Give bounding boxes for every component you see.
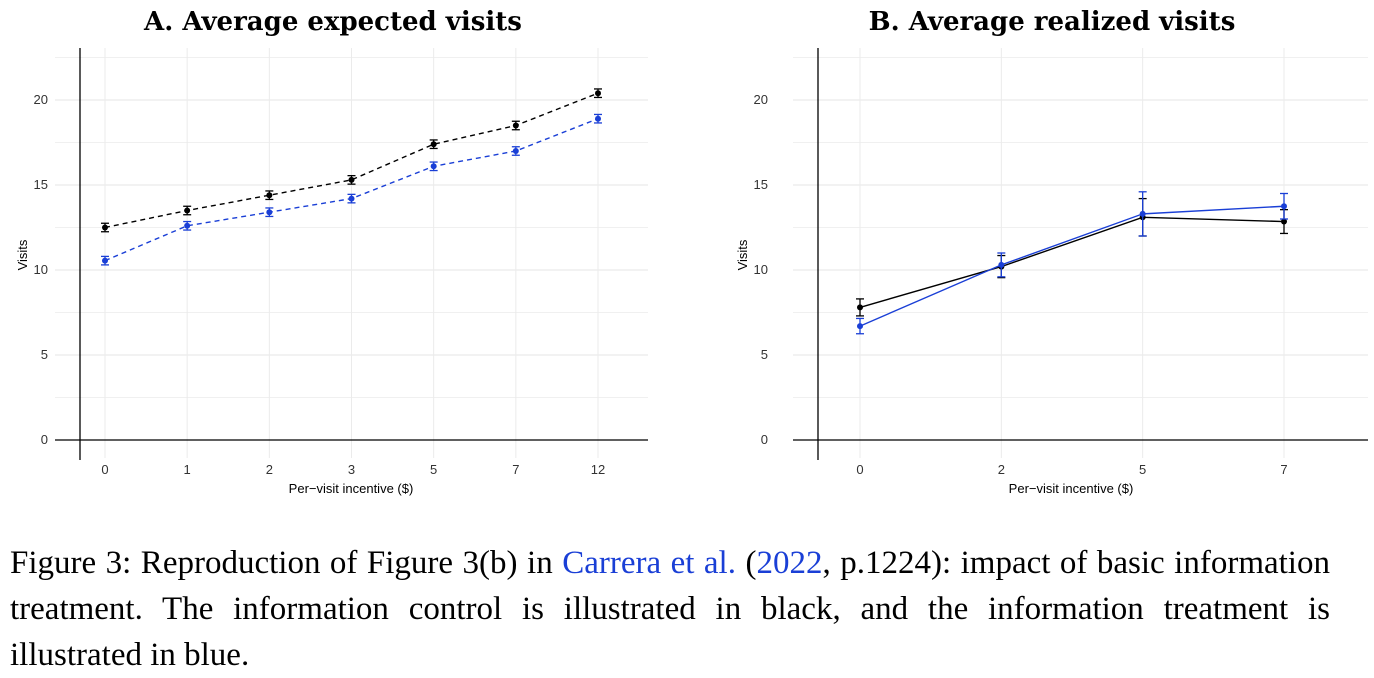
panel-a-series-1 <box>101 113 602 266</box>
figure-panels: A. Average expected visits Per−visit inc… <box>15 7 1368 496</box>
panel-a-x-axis-label: Per−visit incentive ($) <box>289 481 414 496</box>
panel-a-series-1-point <box>348 195 355 202</box>
panel-b-x-axis-label: Per−visit incentive ($) <box>1009 481 1134 496</box>
citation-link-authors[interactable]: Carrera et al. <box>562 545 736 581</box>
panel-a-series-0 <box>101 88 602 233</box>
panel-a-x-tick-label: 1 <box>184 462 191 477</box>
panel-b-y-tick-label: 0 <box>761 432 768 447</box>
panel-a-series-0-point <box>266 192 273 199</box>
panel-a-series-0-point <box>595 90 601 97</box>
panel-a-title: A. Average expected visits <box>143 7 522 37</box>
panel-a-x-tick-label: 2 <box>266 462 273 477</box>
panel-b-series-0-point <box>857 304 863 311</box>
panel-a-series-0-point <box>102 224 108 231</box>
panel-b-x-tick-label: 5 <box>1139 462 1146 477</box>
panel-a-series-1-point <box>102 257 108 264</box>
panel-a-series-1-point <box>430 163 437 170</box>
panel-a-y-axis-label: Visits <box>15 239 30 270</box>
panel-a-series-0-point <box>348 176 355 183</box>
panel-b-title: B. Average realized visits <box>869 7 1236 37</box>
panel-a-grid <box>55 48 648 458</box>
citation-link-year[interactable]: 2022 <box>756 545 823 581</box>
panel-a-y-tick-label: 20 <box>34 92 48 107</box>
panel-b-y-axis-label: Visits <box>735 239 750 270</box>
panel-a-x-tick-label: 0 <box>101 462 108 477</box>
panel-b-series-0-point <box>1281 218 1287 225</box>
panel-b-y-tick-label: 20 <box>754 92 768 107</box>
panel-b: B. Average realized visits Per−visit inc… <box>735 7 1368 496</box>
panel-a-series-0-point <box>184 207 191 214</box>
panel-b-series-1-point <box>1281 203 1287 210</box>
panel-a-series-0-point <box>430 141 437 148</box>
panel-b-series-1-point <box>1139 210 1146 217</box>
panel-b-grid <box>793 48 1368 458</box>
panel-b-series-1 <box>856 191 1288 335</box>
panel-a-series-1-point <box>266 209 273 216</box>
caption-text-paren: ( <box>735 545 757 581</box>
panel-b-y-tick-label: 15 <box>754 177 768 192</box>
panel-b-series-1-point <box>857 323 863 330</box>
caption-text-start: Figure 3: Reproduction of Figure 3(b) in <box>10 545 563 581</box>
panel-b-series-0-line <box>859 216 1285 309</box>
panel-a-y-tick-label: 10 <box>34 262 48 277</box>
figure-caption: Figure 3: Reproduction of Figure 3(b) in… <box>10 540 1330 678</box>
panel-a-y-tick-label: 5 <box>41 347 48 362</box>
panel-a-series-1-point <box>595 115 601 122</box>
panel-b-series-0 <box>856 197 1288 317</box>
caption-text-end: , p.1224): impact of basic information t… <box>10 545 1330 673</box>
panel-b-series-1-point <box>998 261 1005 268</box>
panel-a-series-0-point <box>512 122 519 129</box>
panel-b-y-tick-label: 5 <box>761 347 768 362</box>
panel-b-x-tick-label: 7 <box>1280 462 1287 477</box>
panel-a-x-tick-label: 12 <box>591 462 605 477</box>
panel-a-series-1-point <box>184 222 191 229</box>
panel-b-x-tick-label: 0 <box>856 462 863 477</box>
panel-b-y-tick-label: 10 <box>754 262 768 277</box>
panel-a-y-tick-label: 15 <box>34 177 48 192</box>
panel-a-x-tick-label: 3 <box>348 462 355 477</box>
panel-a-x-tick-label: 7 <box>512 462 519 477</box>
panel-b-x-tick-label: 2 <box>998 462 1005 477</box>
panel-a: A. Average expected visits Per−visit inc… <box>15 7 648 496</box>
panel-a-series-1-point <box>512 148 519 154</box>
panel-a-x-tick-label: 5 <box>430 462 437 477</box>
panel-a-y-tick-label: 0 <box>41 432 48 447</box>
panel-b-series-1-line <box>859 205 1285 327</box>
